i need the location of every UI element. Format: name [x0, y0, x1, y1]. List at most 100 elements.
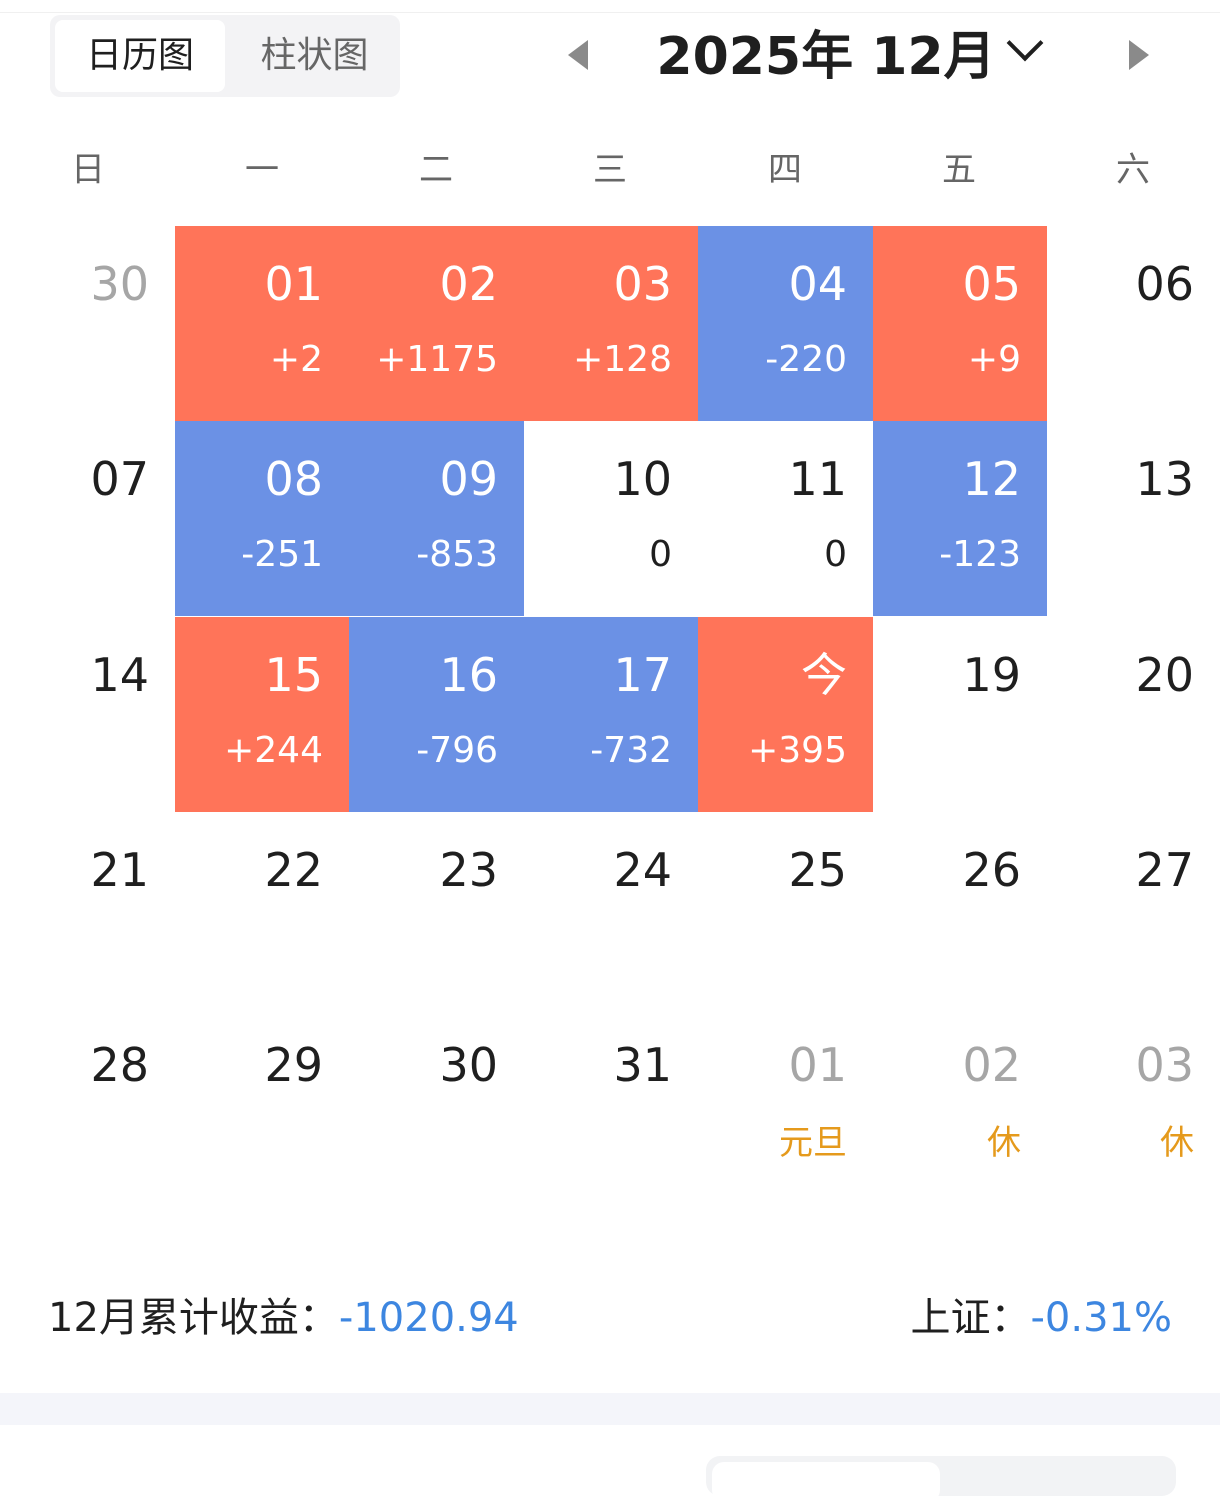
day-return-value: -796 — [416, 730, 498, 771]
day-number: 01 — [264, 257, 323, 311]
day-number: 22 — [264, 843, 323, 897]
day-number: 29 — [264, 1038, 323, 1092]
day-number: 14 — [90, 648, 149, 702]
day-number: 30 — [90, 257, 149, 311]
weekday-header: 日一二三四五六 — [0, 140, 1220, 200]
day-number: 10 — [613, 452, 672, 506]
day-return-value: +2 — [269, 339, 323, 380]
calendar-day-cell[interactable]: 03 +128 — [524, 226, 698, 421]
calendar-day-cell[interactable]: 28 — [0, 1007, 175, 1202]
calendar-day-cell[interactable]: 04 -220 — [698, 226, 873, 421]
day-number: 30 — [439, 1038, 498, 1092]
day-return-value: -853 — [416, 534, 498, 575]
day-number: 28 — [90, 1038, 149, 1092]
day-number: 31 — [613, 1038, 672, 1092]
day-return-value: -251 — [241, 534, 323, 575]
calendar-day-cell[interactable]: 21 — [0, 812, 175, 1007]
day-number: 25 — [788, 843, 847, 897]
calendar-day-cell[interactable]: 06 — [1047, 226, 1220, 421]
weekday-label: 四 — [768, 150, 802, 190]
day-number: 01 — [788, 1038, 847, 1092]
calendar-day-cell[interactable]: 29 — [175, 1007, 349, 1202]
month-return-label: 12月累计收益： — [48, 1295, 339, 1341]
month-title[interactable]: 2025年 12月 — [656, 27, 996, 87]
calendar-day-cell[interactable]: 23 — [349, 812, 524, 1007]
calendar-day-cell[interactable]: 24 — [524, 812, 698, 1007]
day-number: 今 — [801, 648, 847, 702]
day-number: 03 — [1135, 1038, 1194, 1092]
day-return-value: +244 — [224, 730, 323, 771]
day-number: 02 — [962, 1038, 1021, 1092]
day-number: 09 — [439, 452, 498, 506]
calendar-day-cell[interactable]: 07 — [0, 421, 175, 616]
day-number: 24 — [613, 843, 672, 897]
calendar-day-cell[interactable]: 08 -251 — [175, 421, 349, 616]
day-number: 11 — [788, 452, 847, 506]
prev-month-icon[interactable] — [568, 40, 588, 70]
calendar-day-cell[interactable]: 30 — [0, 226, 175, 421]
view-toggle: 日历图 柱状图 — [50, 15, 400, 97]
index-value: -0.31% — [1030, 1295, 1172, 1341]
weekday-label: 三 — [593, 150, 627, 190]
chevron-down-icon[interactable] — [1006, 24, 1044, 62]
day-number: 05 — [962, 257, 1021, 311]
calendar-day-cell[interactable]: 13 — [1047, 421, 1220, 616]
section-divider — [0, 1393, 1220, 1425]
calendar-day-cell[interactable]: 02 +1175 — [349, 226, 524, 421]
day-number: 20 — [1135, 648, 1194, 702]
calendar-day-cell[interactable]: 27 — [1047, 812, 1220, 1007]
month-return-value: -1020.94 — [338, 1295, 519, 1341]
day-number: 02 — [439, 257, 498, 311]
calendar-day-cell[interactable]: 19 — [873, 617, 1047, 812]
calendar-day-cell[interactable]: 26 — [873, 812, 1047, 1007]
calendar-day-cell[interactable]: 10 0 — [524, 421, 698, 616]
calendar-day-cell[interactable]: 30 — [349, 1007, 524, 1202]
calendar-day-cell[interactable]: 03 休 — [1047, 1007, 1220, 1202]
calendar-day-cell[interactable]: 12 -123 — [873, 421, 1047, 616]
day-return-value: +128 — [573, 339, 672, 380]
day-number: 21 — [90, 843, 149, 897]
calendar-day-cell[interactable]: 20 — [1047, 617, 1220, 812]
day-number: 04 — [788, 257, 847, 311]
day-return-value: +9 — [967, 339, 1021, 380]
day-number: 06 — [1135, 257, 1194, 311]
calendar-day-cell[interactable]: 01 元旦 — [698, 1007, 873, 1202]
weekday-label: 六 — [1116, 150, 1150, 190]
calendar-day-cell[interactable]: 09 -853 — [349, 421, 524, 616]
day-number: 15 — [264, 648, 323, 702]
calendar-day-cell[interactable]: 15 +244 — [175, 617, 349, 812]
day-number: 23 — [439, 843, 498, 897]
day-return-value: 0 — [649, 534, 672, 575]
bottom-toggle-active[interactable] — [712, 1462, 940, 1502]
holiday-label: 休 — [1160, 1123, 1194, 1163]
day-number: 27 — [1135, 843, 1194, 897]
calendar-day-cell[interactable]: 02 休 — [873, 1007, 1047, 1202]
calendar-day-cell[interactable]: 22 — [175, 812, 349, 1007]
tab-bar-chart-view[interactable]: 柱状图 — [260, 35, 369, 76]
calendar-day-cell[interactable]: 01 +2 — [175, 226, 349, 421]
day-number: 08 — [264, 452, 323, 506]
day-return-value: +1175 — [376, 339, 498, 380]
day-number: 17 — [613, 648, 672, 702]
day-return-value: -123 — [939, 534, 1021, 575]
calendar-day-cell[interactable]: 17 -732 — [524, 617, 698, 812]
calendar-day-cell[interactable]: 今 +395 — [698, 617, 873, 812]
calendar-day-cell[interactable]: 16 -796 — [349, 617, 524, 812]
next-month-icon[interactable] — [1129, 40, 1149, 70]
tab-calendar-view[interactable]: 日历图 — [55, 20, 225, 92]
day-number: 13 — [1135, 452, 1194, 506]
calendar-day-cell[interactable]: 25 — [698, 812, 873, 1007]
day-number: 16 — [439, 648, 498, 702]
calendar-day-cell[interactable]: 05 +9 — [873, 226, 1047, 421]
day-return-value: +395 — [748, 730, 847, 771]
index-label: 上证： — [910, 1295, 1031, 1341]
index-summary: 上证：-0.31% — [910, 1290, 1172, 1346]
calendar-day-cell[interactable]: 14 — [0, 617, 175, 812]
weekday-label: 二 — [419, 150, 453, 190]
day-number: 26 — [962, 843, 1021, 897]
calendar-day-cell[interactable]: 31 — [524, 1007, 698, 1202]
month-return-summary: 12月累计收益：-1020.94 — [48, 1290, 519, 1346]
calendar-day-cell[interactable]: 11 0 — [698, 421, 873, 616]
weekday-label: 五 — [942, 150, 976, 190]
holiday-label: 元旦 — [779, 1123, 847, 1163]
